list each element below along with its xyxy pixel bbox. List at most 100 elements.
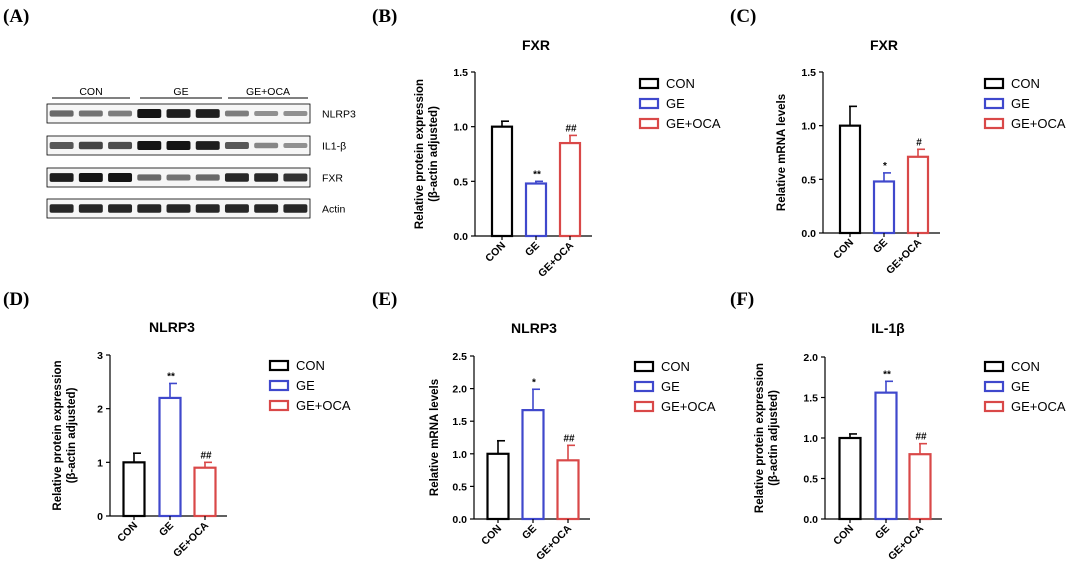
- y-tick-label: 0.5: [453, 176, 468, 188]
- blot-band: [283, 173, 308, 182]
- chart-title: NLRP3: [511, 320, 557, 336]
- x-tick-label: CON: [115, 520, 140, 545]
- chart-title: FXR: [522, 37, 550, 53]
- legend-label: GE: [296, 378, 315, 393]
- bar: [486, 452, 510, 521]
- x-tick-label: GE: [157, 520, 176, 539]
- blot-band: [224, 173, 249, 182]
- y-tick-label: 1.0: [452, 449, 467, 461]
- legend-label: GE+OCA: [296, 398, 351, 413]
- y-tick-label: 1.0: [801, 121, 816, 133]
- legend-label: CON: [661, 359, 690, 374]
- legend-label: GE: [666, 96, 685, 111]
- bar-chart: FXR 0.0 0.5 1.0 1.5 Relative mRNA levels CON * G…: [776, 37, 1066, 277]
- y-axis-label: (β-actin adjusted): [66, 387, 78, 483]
- legend-swatch: [268, 399, 290, 412]
- legend-swatch: [983, 380, 1005, 393]
- legend-label: GE: [1011, 96, 1030, 111]
- x-tick-label: GE: [873, 523, 892, 542]
- blot-band: [49, 173, 74, 182]
- bar-chart: NLRP3 0.0 0.5 1.0 1.5 2.0 2.5 Relative mRNA lev…: [429, 320, 716, 563]
- blot-band: [195, 174, 220, 181]
- y-tick-label: 1.5: [453, 67, 468, 79]
- significance-marker: #: [916, 137, 922, 148]
- significance-marker: **: [167, 371, 175, 382]
- legend-label: GE+OCA: [666, 116, 721, 131]
- y-tick-label: 0.5: [803, 474, 818, 486]
- panel-label: (E): [372, 289, 397, 310]
- blot-band: [166, 174, 191, 181]
- group-label: GE: [173, 86, 188, 98]
- legend-swatch: [633, 380, 655, 393]
- y-tick-label: 1: [97, 457, 103, 469]
- blot-band: [224, 142, 249, 149]
- blot-band: [224, 204, 249, 213]
- y-tick-label: 0: [97, 511, 103, 523]
- panel-label: (D): [3, 289, 29, 310]
- blot-band: [108, 173, 133, 182]
- legend-swatch: [638, 97, 660, 110]
- blot-band: [254, 173, 279, 182]
- bar: [872, 180, 896, 235]
- blot-band: [254, 204, 279, 213]
- bar: [193, 466, 217, 518]
- bar: [838, 436, 862, 521]
- y-tick-label: 0.5: [452, 481, 467, 493]
- blot-band: [49, 110, 74, 117]
- y-tick-label: 1.0: [803, 433, 818, 445]
- significance-marker: *: [883, 161, 887, 172]
- group-label: GE+OCA: [246, 86, 290, 98]
- legend-swatch: [983, 77, 1005, 90]
- blot-band: [108, 141, 133, 150]
- blot-band: [78, 173, 103, 182]
- y-tick-label: 0.0: [453, 231, 468, 243]
- blot-band: [195, 141, 220, 150]
- bar: [158, 396, 182, 518]
- y-axis-label: Relative protein expression: [414, 79, 426, 229]
- significance-marker: **: [533, 169, 541, 180]
- blot-band: [283, 204, 308, 213]
- band-label: FXR: [322, 173, 343, 185]
- blot-band: [78, 141, 103, 150]
- blot-band: [195, 204, 220, 213]
- y-tick-label: 2.0: [452, 384, 467, 396]
- blot-band: [137, 204, 162, 213]
- y-tick-label: 2.5: [452, 351, 467, 363]
- significance-marker: **: [883, 369, 891, 380]
- y-axis-label: Relative mRNA levels: [776, 94, 788, 211]
- y-tick-label: 1.0: [453, 122, 468, 134]
- legend-label: GE: [661, 379, 680, 394]
- legend-swatch: [983, 117, 1005, 130]
- blot-band: [283, 142, 308, 149]
- y-axis-label: Relative protein expression: [52, 360, 64, 510]
- blot-band: [137, 109, 162, 118]
- bar-chart: FXR 0.0 0.5 1.0 1.5 Relative protein expressi…: [414, 37, 721, 280]
- legend-swatch: [268, 379, 290, 392]
- y-tick-label: 3: [97, 350, 103, 362]
- bar: [838, 124, 862, 235]
- legend-swatch: [638, 77, 660, 90]
- chart-title: FXR: [870, 37, 898, 53]
- significance-marker: ##: [563, 433, 575, 444]
- legend-label: CON: [1011, 76, 1040, 91]
- blot-band: [283, 110, 308, 117]
- y-tick-label: 0.0: [801, 228, 816, 240]
- x-tick-label: GE: [523, 240, 542, 259]
- blot-band: [78, 110, 103, 117]
- chart-title: IL-1β: [871, 320, 905, 336]
- band-label: Actin: [322, 204, 346, 216]
- blot-band: [166, 109, 191, 118]
- legend-swatch: [633, 360, 655, 373]
- significance-marker: *: [532, 377, 536, 388]
- blot-band: [224, 110, 249, 117]
- significance-marker: ##: [565, 123, 577, 134]
- western-blot-panel: CON GE GE+OCA NLRP3 IL1-β FXR Actin: [46, 86, 356, 219]
- legend-swatch: [638, 117, 660, 130]
- x-tick-label: GE+OCA: [534, 522, 574, 562]
- blot-band: [49, 142, 74, 149]
- x-tick-label: GE: [520, 523, 539, 542]
- bar-chart: IL-1β 0.0 0.5 1.0 1.5 2.0 Relative protein exp…: [754, 320, 1066, 563]
- panel-label: (B): [372, 6, 397, 27]
- x-tick-label: CON: [831, 523, 856, 548]
